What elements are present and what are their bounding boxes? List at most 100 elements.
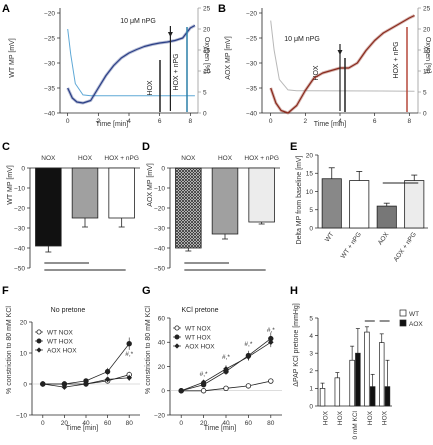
x-tick-label: 8 xyxy=(189,118,193,125)
legend-label: AOX xyxy=(409,321,423,328)
category-label: AOX xyxy=(377,231,391,247)
panel-e: E Delta MP from baseline [mV] 20 15 10 5 0 WT… xyxy=(290,141,428,263)
panel-f: F No pretone % constriction to 80 mM KCl… xyxy=(2,285,140,432)
y-tick-label: −20 xyxy=(154,412,165,419)
y-tick-label: −30 xyxy=(246,60,257,67)
panel-d-ylabel: AOX MP [mV] xyxy=(147,163,154,206)
panel-g-xlabel: Time [min] xyxy=(204,425,236,432)
x-tick-label: 6 xyxy=(158,118,162,125)
y-tick-label: −40 xyxy=(246,110,257,117)
bar xyxy=(321,178,342,229)
y-tick-label: 1 xyxy=(309,386,313,393)
x-tick-label: 60 xyxy=(104,420,112,427)
y-tick-label: −20 xyxy=(44,10,55,17)
y-tick-label: −40 xyxy=(154,245,165,252)
data-point xyxy=(83,381,89,387)
significance-label: #,* xyxy=(222,354,230,361)
panel-a-xlabel: Time [min] xyxy=(96,121,128,128)
y-tick-label: 60 xyxy=(158,315,166,322)
y-tick-label: 5 xyxy=(309,315,313,322)
bar xyxy=(108,167,135,219)
bar xyxy=(71,167,99,219)
x-tick-label: 2 xyxy=(97,118,101,125)
data-point xyxy=(200,379,207,386)
category-label: HOX xyxy=(218,155,233,162)
panel-a-ylabel-right: Oxygen [%] xyxy=(203,37,210,73)
y-right-tick-label: 20 xyxy=(203,26,211,33)
legend-marker xyxy=(174,343,180,349)
significance-label: #,* xyxy=(267,327,275,334)
x-tick-label: 40 xyxy=(82,420,90,427)
legend-label: WT NOX xyxy=(47,329,74,336)
data-point xyxy=(223,385,229,392)
significance-label: * xyxy=(106,376,109,383)
y-tick-label: 20 xyxy=(306,152,314,159)
y-tick-label: −10 xyxy=(14,185,25,192)
category-label: AOX + nPG xyxy=(393,231,418,263)
category-label: WT xyxy=(324,231,336,243)
panel-a-npg-annotation: 10 μM nPG xyxy=(120,18,156,25)
x-tick-label: 4 xyxy=(338,118,342,125)
panel-g-ylabel: % constriction to 80 mM KCl xyxy=(145,306,152,394)
y-tick-label: 4 xyxy=(309,333,313,340)
panel-c-ylabel: WT MP [mV] xyxy=(7,165,14,204)
panel-g: G KCl pretone % constriction to 80 mM KC… xyxy=(142,285,282,432)
panel-a-bracket-hox: HOX xyxy=(147,80,154,96)
y-tick-label: −30 xyxy=(44,60,55,67)
data-point xyxy=(104,368,111,375)
x-tick-label: 40 xyxy=(222,420,230,427)
panel-a-bracket-hox-npg: HOX + nPG xyxy=(173,53,180,90)
category-label: HOX + nPG xyxy=(104,155,139,162)
panel-d-label: D xyxy=(142,141,150,153)
panel-b-label: B xyxy=(218,3,226,15)
y-tick-label: 40 xyxy=(158,340,166,347)
y-tick-label: −50 xyxy=(14,265,25,272)
npg-arrow xyxy=(337,50,343,55)
significance-label: #,* xyxy=(244,341,252,348)
y-right-tick-label: 15 xyxy=(203,47,211,54)
y-tick-label: 0 xyxy=(309,225,313,232)
y-tick-label: 5 xyxy=(309,207,313,214)
y-tick-label: 10 xyxy=(20,350,28,357)
y-tick-label: −35 xyxy=(44,85,55,92)
y-right-tick-label: 0 xyxy=(423,110,427,117)
legend-swatch xyxy=(399,309,407,317)
y-tick-label: −20 xyxy=(154,205,165,212)
legend-marker xyxy=(36,347,42,353)
panel-b-npg-annotation: 10 μM nPG xyxy=(284,36,320,43)
y-tick-label: −20 xyxy=(14,205,25,212)
legend-label: AOX HOX xyxy=(185,343,215,350)
panel-b-xlabel: Time [min] xyxy=(314,121,346,128)
bar xyxy=(334,377,341,407)
data-point xyxy=(126,341,132,347)
panel-a-ylabel: WT MP [mV] xyxy=(9,38,16,77)
legend-label: WT HOX xyxy=(185,334,212,341)
y-tick-label: −25 xyxy=(246,35,257,42)
panel-a-label: A xyxy=(2,3,10,15)
panel-b-ylabel: AOX MP [mV] xyxy=(225,36,232,79)
y-tick-label: −30 xyxy=(154,225,165,232)
y-right-tick-label: 5 xyxy=(423,89,427,96)
y-right-tick-label: 0 xyxy=(203,110,207,117)
y-tick-label: 0 xyxy=(161,165,165,172)
panel-h-label: H xyxy=(290,285,298,297)
legend-label: WT HOX xyxy=(47,338,74,345)
bar xyxy=(379,342,385,407)
legend-marker xyxy=(174,334,180,340)
x-tick-label: 0 xyxy=(41,420,45,427)
data-point xyxy=(104,376,111,383)
panel-c: C WT MP [mV] 0 −10 −20 −30 −40 −50 NOX HOX HOX +… xyxy=(2,141,140,272)
category-label: HOX xyxy=(367,410,374,425)
y-tick-label: −20 xyxy=(246,10,257,17)
y-tick-label: 0 xyxy=(23,381,27,388)
legend-label: WT xyxy=(409,311,419,318)
y-right-tick-label: 10 xyxy=(203,68,211,75)
legend-label: AOX HOX xyxy=(47,347,77,354)
legend-label: WT NOX xyxy=(185,325,212,332)
panel-b-bracket-hox: HOX xyxy=(313,65,320,81)
bar xyxy=(364,331,370,407)
x-tick-label: 0 xyxy=(66,118,70,125)
y-tick-label: −30 xyxy=(14,225,25,232)
data-point xyxy=(178,387,184,394)
